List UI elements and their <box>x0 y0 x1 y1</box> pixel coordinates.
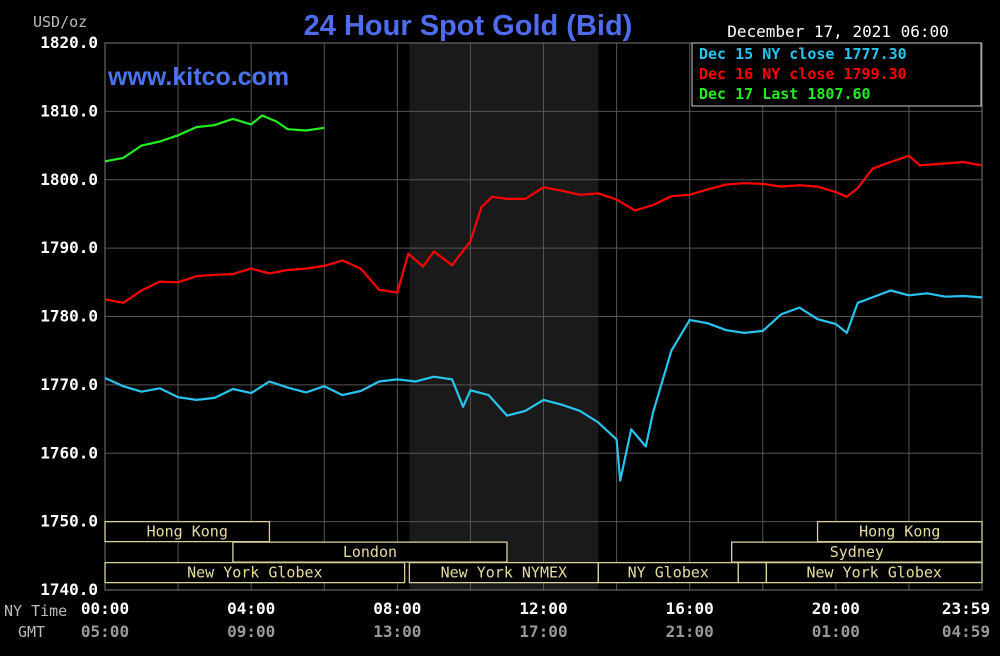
session-bar <box>104 561 406 584</box>
series-line-dec17 <box>104 114 325 163</box>
x-tick-label-gmt: 09:00 <box>227 622 275 641</box>
y-tick-label: 1820.0 <box>40 33 98 52</box>
series-line-dec16 <box>104 154 983 304</box>
session-bar <box>737 561 768 584</box>
x-tick-label-ny: 00:00 <box>81 599 129 618</box>
session-bar-label: New York Globex <box>806 564 941 582</box>
session-bar-label: London <box>343 543 397 561</box>
y-tick-label: 1770.0 <box>40 375 98 394</box>
x-tick-label-ny: 12:00 <box>519 599 567 618</box>
x-tick-label-ny: 04:00 <box>227 599 275 618</box>
x-tick-label-gmt: 05:00 <box>81 622 129 641</box>
session-bar-label: Hong Kong <box>147 523 228 541</box>
y-tick-label: 1810.0 <box>40 101 98 120</box>
legend-entry-dec16: Dec 16 NY close 1799.30 <box>699 65 907 83</box>
legend-entry-dec17: Dec 17 Last 1807.60 <box>699 85 871 103</box>
session-bar-label: Hong Kong <box>859 523 940 541</box>
chart-title: 24 Hour Spot Gold (Bid) <box>304 10 633 42</box>
legend-box <box>691 42 982 107</box>
x-tick-label-gmt: 13:00 <box>373 622 421 641</box>
session-bar-label: NY Globex <box>628 564 709 582</box>
x-tick-labels: 00:00 04:00 08:00 12:00 16:00 20:00 23:59 05:00… <box>81 599 990 641</box>
session-bars-layer: Hong Kong London New York Globex New York N… <box>104 520 983 584</box>
y-tick-label: 1740.0 <box>40 580 98 599</box>
series-line-dec15 <box>104 289 983 482</box>
y-tick-label: 1800.0 <box>40 170 98 189</box>
y-tick-label: 1790.0 <box>40 238 98 257</box>
session-bar-label: Sydney <box>830 543 884 561</box>
series-layer <box>104 114 983 482</box>
y-tick-labels: 1820.0 1810.0 1800.0 1790.0 1780.0 1770.0 1760… <box>40 33 98 599</box>
legend: Dec 15 NY close 1777.30 Dec 16 NY close … <box>691 42 982 107</box>
x-tick-label-gmt: 17:00 <box>519 622 567 641</box>
x-tick-label-gmt: 21:00 <box>666 622 714 641</box>
x-tick-label-ny: 23:59 <box>942 599 990 618</box>
x-tick-label-gmt: 01:00 <box>812 622 860 641</box>
legend-entry-dec15: Dec 15 NY close 1777.30 <box>699 45 907 63</box>
session-bar <box>104 520 271 543</box>
x-tick-label-ny: 08:00 <box>373 599 421 618</box>
x-tick-label-ny: 16:00 <box>666 599 714 618</box>
session-bar-label: New York NYMEX <box>441 564 567 582</box>
watermark: www.kitco.com <box>107 63 289 91</box>
session-bar <box>816 520 983 543</box>
y-tick-label: 1750.0 <box>40 512 98 531</box>
gmt-row-label: GMT <box>18 623 45 641</box>
y-tick-label: 1760.0 <box>40 443 98 462</box>
ny-time-row-label: NY Time <box>4 602 67 620</box>
plot-frame <box>104 42 983 591</box>
session-bar-label: New York Globex <box>187 564 322 582</box>
x-tick-label-gmt: 04:59 <box>942 622 990 641</box>
timestamp: December 17, 2021 06:00 <box>727 22 949 41</box>
x-tick-label-ny: 20:00 <box>812 599 860 618</box>
y-tick-label: 1780.0 <box>40 307 98 326</box>
y-axis-label: USD/oz <box>33 13 87 31</box>
